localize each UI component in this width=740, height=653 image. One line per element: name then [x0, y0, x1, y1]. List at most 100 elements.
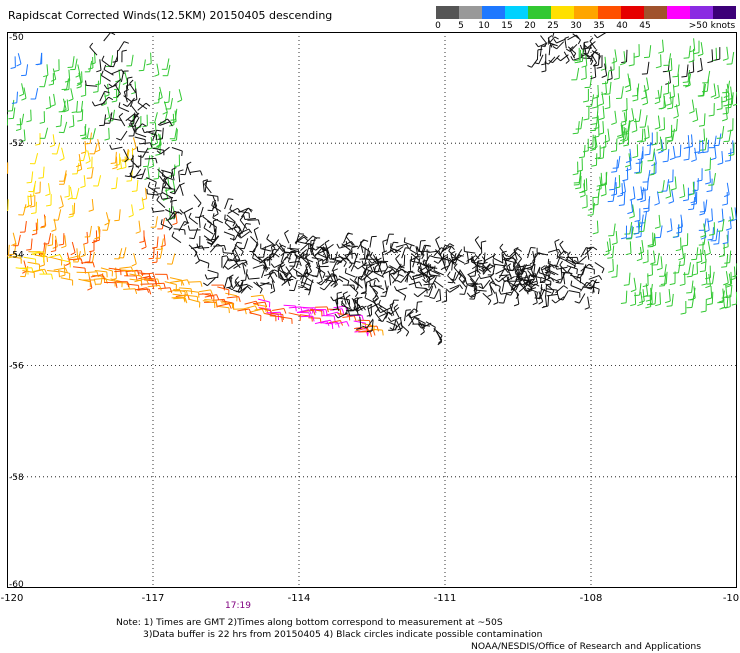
wind-barb: [86, 81, 98, 87]
wind-barb-flag: [65, 196, 70, 197]
wind-barb-flag: [599, 104, 604, 106]
wind-barb-shaft: [722, 126, 724, 138]
wind-barb-flag: [356, 261, 361, 262]
wind-barb-flag: [593, 247, 597, 250]
wind-barb: [81, 262, 95, 267]
wind-barb-flag: [622, 180, 627, 181]
wind-barb: [85, 251, 91, 262]
wind-barb-shaft: [312, 238, 315, 249]
wind-barb-flag: [604, 254, 609, 256]
wind-barb-flag: [665, 301, 670, 303]
wind-barb-flag: [723, 59, 728, 61]
wind-barb-shaft: [119, 248, 122, 259]
wind-barb-shaft: [677, 119, 678, 131]
wind-barb-shaft: [162, 128, 163, 139]
wind-barb-flag: [139, 208, 144, 210]
wind-barb-flag: [86, 161, 91, 163]
wind-barb: [251, 295, 265, 300]
wind-barb-shaft: [269, 273, 274, 283]
wind-barb-shaft: [581, 176, 582, 188]
wind-barb: [370, 285, 378, 297]
wind-barb-flag: [582, 190, 587, 191]
wind-barb-flag: [593, 197, 598, 198]
wind-barb-shaft: [28, 196, 29, 207]
wind-barb-flag: [705, 253, 710, 255]
wind-barb-flag: [185, 230, 186, 235]
wind-barb: [616, 86, 623, 98]
wind-barb-shaft: [90, 133, 91, 144]
wind-barb-flag: [112, 101, 117, 102]
pass-time-label: 17:19: [225, 601, 251, 611]
wind-barb: [352, 247, 357, 259]
wind-barb-flag: [725, 161, 730, 162]
wind-barb-shaft: [563, 291, 568, 301]
wind-barb-flag: [161, 219, 162, 224]
wind-barb-flag: [258, 220, 259, 225]
wind-barb-shaft: [370, 237, 372, 248]
wind-barb-flag: [165, 189, 170, 191]
wind-barb-flag: [697, 180, 702, 181]
wind-barb-flag: [423, 279, 427, 282]
wind-barb-flag: [666, 196, 671, 198]
wind-barb-flag: [714, 97, 719, 99]
wind-barb: [289, 313, 301, 321]
wind-barb-flag: [46, 107, 51, 109]
wind-barb: [213, 213, 223, 223]
wind-barb-shaft: [684, 253, 685, 265]
y-tick-label: -58: [9, 473, 24, 483]
wind-barb-flag: [638, 159, 643, 160]
wind-barb-flag: [663, 161, 668, 162]
wind-barb-shaft: [711, 286, 712, 298]
wind-barb: [106, 55, 113, 66]
wind-barb-flag: [707, 191, 712, 192]
wind-barb: [634, 44, 639, 57]
wind-barb-shaft: [607, 71, 608, 83]
wind-barb-shaft: [731, 272, 732, 284]
wind-barb-flag: [636, 173, 641, 174]
wind-barb-flag: [687, 276, 692, 277]
wind-barb-flag: [31, 213, 36, 214]
wind-barb-shaft: [731, 207, 733, 219]
wind-barb-flag: [702, 284, 707, 285]
wind-barb-shaft: [580, 50, 581, 62]
wind-barb: [630, 187, 635, 201]
wind-barb-shaft: [629, 273, 630, 285]
wind-barb-flag: [663, 93, 668, 94]
wind-barb: [69, 115, 74, 127]
wind-barb: [345, 268, 355, 277]
wind-barb: [585, 297, 590, 310]
wind-barb-shaft: [98, 139, 100, 150]
wind-barb: [68, 187, 73, 200]
wind-barb: [642, 62, 649, 74]
wind-barb: [651, 161, 656, 174]
wind-barb-flag: [410, 272, 415, 273]
wind-barb-shaft: [156, 216, 158, 227]
wind-barb: [95, 139, 100, 152]
wind-barb-flag: [699, 214, 704, 216]
wind-barb-shaft: [601, 173, 602, 185]
wind-barb-flag: [643, 285, 648, 286]
wind-barb: [680, 184, 685, 198]
wind-barb: [46, 96, 51, 109]
wind-barb: [658, 40, 663, 54]
wind-barb-flag: [578, 40, 580, 44]
wind-barb-shaft: [171, 201, 172, 212]
wind-barb: [648, 233, 653, 246]
wind-barb-flag: [26, 121, 31, 122]
wind-barb: [645, 142, 651, 155]
wind-barb-flag: [399, 275, 404, 277]
wind-barb-flag: [675, 157, 680, 158]
wind-barb-shaft: [636, 119, 637, 131]
wind-barb-flag: [309, 313, 310, 318]
wind-barb-flag: [655, 128, 660, 130]
wind-barb: [721, 255, 728, 268]
wind-barb: [152, 237, 158, 249]
wind-barb-flag: [45, 194, 50, 196]
wind-barb-shaft: [643, 289, 644, 301]
wind-barb: [69, 203, 74, 215]
wind-barb-shaft: [360, 317, 361, 328]
wind-barb: [50, 257, 62, 265]
wind-barb-flag: [156, 135, 157, 140]
wind-barb-shaft: [254, 230, 257, 241]
wind-barb-shaft: [713, 272, 715, 284]
